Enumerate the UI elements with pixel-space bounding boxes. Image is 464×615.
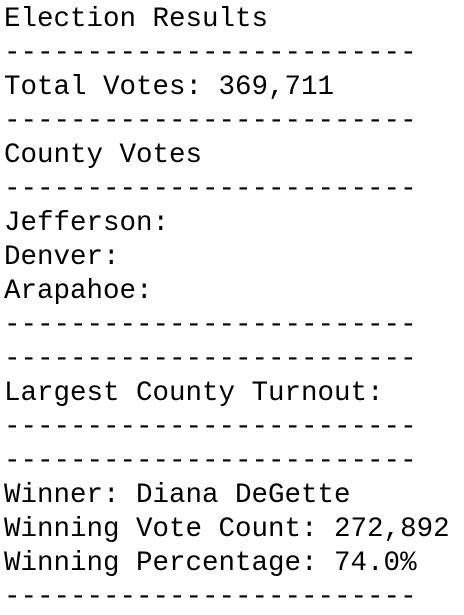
- output-line: Denver:: [4, 242, 120, 273]
- output-line: -------------------------: [4, 38, 417, 69]
- output-line: -------------------------: [4, 582, 417, 613]
- output-line: -------------------------: [4, 310, 417, 341]
- output-line: -------------------------: [4, 106, 417, 137]
- output-line: Winning Vote Count: 272,892: [4, 514, 450, 545]
- output-line: Winner: Diana DeGette: [4, 480, 351, 511]
- output-line: Winning Percentage: 74.0%: [4, 548, 417, 579]
- output-line: Arapahoe:: [4, 276, 153, 307]
- output-line: -------------------------: [4, 446, 417, 477]
- output-line: Jefferson:: [4, 208, 170, 239]
- output-line: County Votes: [4, 140, 203, 171]
- output-line: Election Results: [4, 4, 269, 35]
- output-line: -------------------------: [4, 412, 417, 443]
- output-line: -------------------------: [4, 174, 417, 205]
- output-line: Total Votes: 369,711: [4, 72, 335, 103]
- output-line: Largest County Turnout:: [4, 378, 384, 409]
- output-line: -------------------------: [4, 344, 417, 375]
